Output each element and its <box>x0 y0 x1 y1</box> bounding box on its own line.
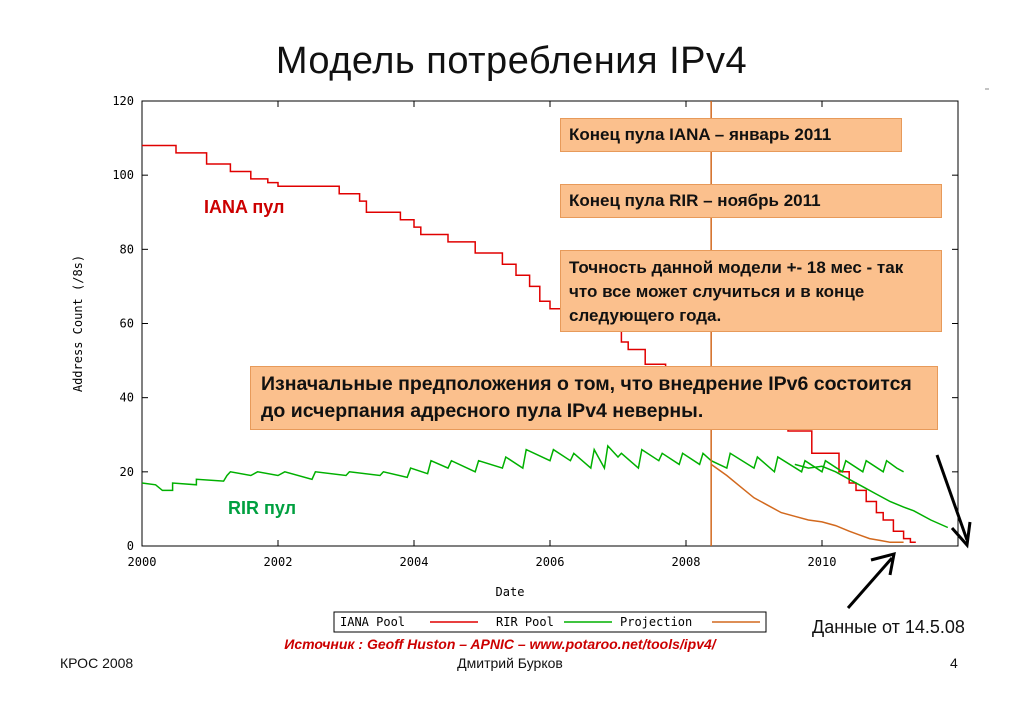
x-tick-label: 2004 <box>400 555 429 569</box>
y-tick-label: 120 <box>112 94 134 108</box>
x-tick-label: 2008 <box>672 555 701 569</box>
x-tick-label: 2010 <box>808 555 837 569</box>
series-line-1 <box>141 444 904 492</box>
y-tick-label: 80 <box>120 242 134 256</box>
x-tick-label: 2006 <box>536 555 565 569</box>
x-axis-title: Date <box>496 585 525 599</box>
y-axis-title: Address Count (/8s) <box>71 255 85 392</box>
data-date-note: Данные от 14.5.08 <box>812 617 965 637</box>
footer-left: КРОС 2008 <box>60 655 134 671</box>
legend-label-rir-pool: RIR Pool <box>496 615 554 629</box>
note-rir-end: Конец пула RIR – ноябрь 2011 <box>560 184 942 218</box>
legend-box <box>333 611 767 633</box>
slide-title: Модель потребления IPv4 <box>275 40 748 82</box>
y-tick-label: 20 <box>120 465 134 479</box>
iana-pool-label: IANA пул <box>204 197 285 217</box>
legend-label-iana-pool: IANA Pool <box>340 615 405 629</box>
note-accuracy: Точность данной модели +- 18 мес - так ч… <box>560 250 942 332</box>
y-tick-label: 40 <box>120 391 134 405</box>
arrow-icon <box>846 551 896 609</box>
footer-center: Дмитрий Бурков <box>457 655 563 671</box>
x-tick-label: 2000 <box>128 555 157 569</box>
arrow-icon <box>935 454 972 549</box>
y-tick-label: 60 <box>120 317 134 331</box>
y-tick-label: 0 <box>127 539 134 553</box>
axis-ticks: 0 20 40 60 80 100 120 2000 2002 2004 2006 2008 2010 <box>112 94 958 569</box>
note-assumption: Изначальные предположения о том, что вне… <box>250 366 938 430</box>
x-tick-label: 2002 <box>264 555 293 569</box>
y-tick-label: 100 <box>112 168 134 182</box>
series-line-3 <box>794 463 949 529</box>
chart-legend: IANA Pool RIR Pool Projection <box>333 611 767 633</box>
note-iana-end: Конец пула IANA – январь 2011 <box>560 118 902 152</box>
source-line: Источник : Geoff Huston – APNIC – www.po… <box>284 636 716 652</box>
series-line-2 <box>710 463 904 544</box>
page-number: 4 <box>950 655 958 671</box>
rir-pool-label: RIR пул <box>228 498 297 518</box>
legend-label-projection: Projection <box>620 615 692 629</box>
